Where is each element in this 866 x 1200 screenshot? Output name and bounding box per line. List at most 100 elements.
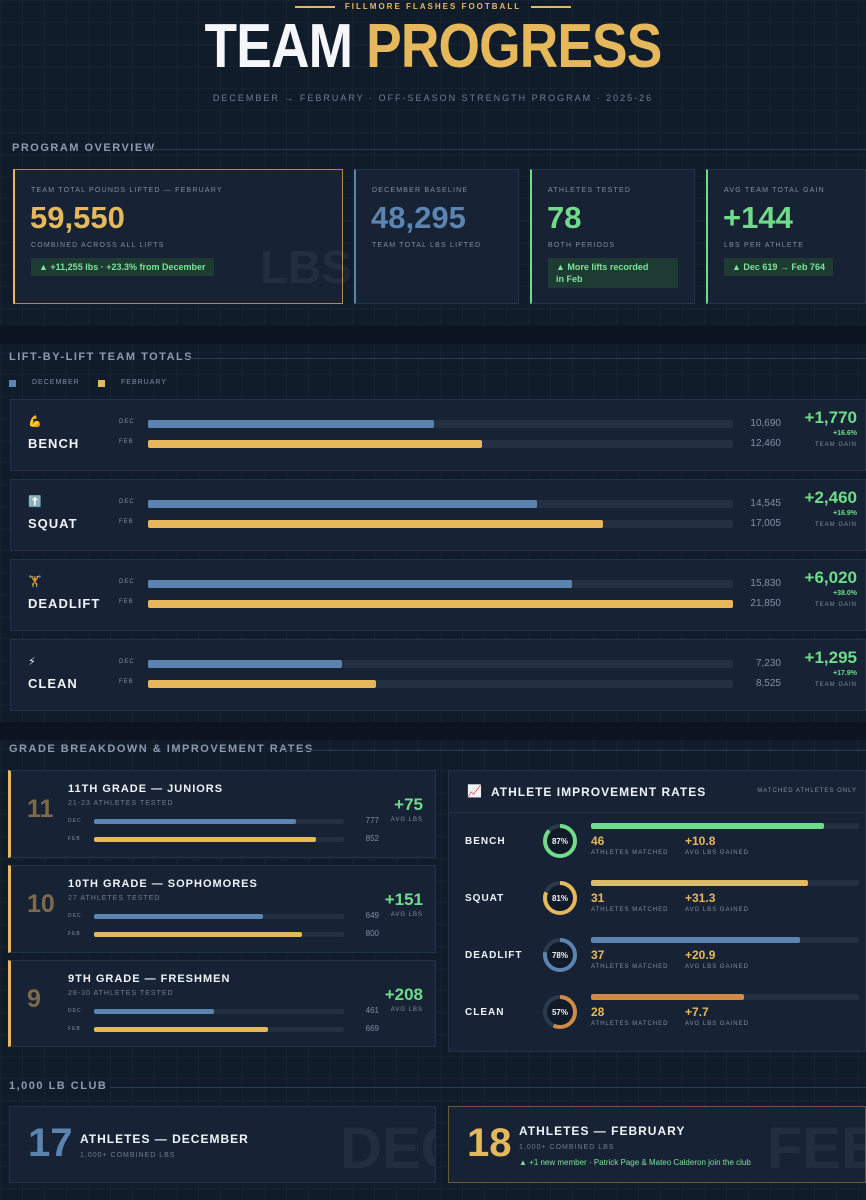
legend-feb-label: FEBRUARY bbox=[121, 379, 167, 386]
section-band bbox=[0, 326, 866, 344]
team-gain-value: +1,770 bbox=[804, 408, 857, 427]
lift-name: CLEAN bbox=[28, 676, 78, 691]
card-label: TEAM TOTAL POUNDS LIFTED — FEBRUARY bbox=[31, 187, 223, 194]
improvement-row-bench: BENCH 87% 46 +10.8 ATHLETES MATCHED AVG LBS G… bbox=[449, 817, 865, 874]
athletes-matched-value: 31 bbox=[591, 891, 605, 905]
grade-athletes: 27 ATHLETES TESTED bbox=[68, 895, 161, 902]
dec-bar bbox=[148, 580, 572, 588]
dec-value: 7,230 bbox=[755, 658, 781, 669]
feb-bar bbox=[148, 600, 733, 608]
grade-card-9: 9 9TH GRADE — FRESHMEN 28-30 ATHLETES TEST… bbox=[8, 960, 436, 1047]
feb-value: 8,525 bbox=[755, 678, 781, 689]
avg-gain-value: +208 bbox=[384, 985, 423, 1004]
club-card-february: FEB 18 ATHLETES — FEBRUARY 1,000+ COMBIN… bbox=[448, 1106, 866, 1183]
page-header: FILLMORE FLASHES FOOTBALL TEAM PROGRESS … bbox=[0, 0, 866, 120]
feb-tag: FEB bbox=[119, 439, 134, 445]
card-pill: ▲ +11,255 lbs · +23.3% from December bbox=[31, 258, 214, 276]
avg-gain-value: +151 bbox=[384, 890, 423, 909]
card-value: 48,295 bbox=[371, 200, 466, 235]
avg-gain-value: +75 bbox=[394, 795, 423, 814]
title-gold: PROGRESS bbox=[366, 12, 662, 81]
team-gain-pct: +16.9% bbox=[833, 510, 857, 517]
ring-pct: 87% bbox=[552, 837, 568, 846]
watermark-lbs: LBS bbox=[260, 241, 352, 293]
club-dec-sub: 1,000+ COMBINED LBS bbox=[80, 1152, 176, 1159]
improvement-panel: 📈 ATHLETE IMPROVEMENT RATES MATCHED ATHL… bbox=[448, 770, 866, 1052]
club-divider bbox=[110, 1087, 866, 1088]
dec-bar-track bbox=[148, 500, 733, 508]
improvement-bar-track bbox=[591, 994, 859, 1000]
lift-name: SQUAT bbox=[465, 893, 505, 904]
team-gain-value: +1,295 bbox=[804, 648, 857, 667]
club-dec-title: ATHLETES — DECEMBER bbox=[80, 1132, 249, 1146]
feb-tag: FEB bbox=[68, 931, 81, 937]
feb-value: 21,850 bbox=[750, 598, 781, 609]
avg-gain-label: AVG LBS bbox=[390, 912, 423, 918]
legend-dec-swatch bbox=[9, 380, 16, 387]
card-dec-baseline: DECEMBER BASELINE 48,295 TEAM TOTAL LBS … bbox=[354, 169, 519, 304]
club-section-title: 1,000 LB CLUB bbox=[9, 1080, 108, 1092]
ring-fill bbox=[543, 881, 577, 915]
org-name: FILLMORE FLASHES FOOTBALL bbox=[0, 2, 866, 11]
card-sub: TEAM TOTAL LBS LIFTED bbox=[372, 242, 482, 249]
dec-bar bbox=[148, 500, 538, 508]
chart-icon: 📈 bbox=[467, 784, 482, 798]
dec-value: 15,830 bbox=[750, 578, 781, 589]
club-feb-title: ATHLETES — FEBRUARY bbox=[519, 1124, 686, 1138]
dec-bar-track bbox=[148, 660, 733, 668]
pill-line-2: in Feb bbox=[556, 274, 583, 284]
team-gain-pct: +38.0% bbox=[833, 590, 857, 597]
grade-card-10: 10 10TH GRADE — SOPHOMORES 27 ATHLETES TES… bbox=[8, 865, 436, 953]
feb-bar bbox=[94, 932, 303, 937]
dec-bar bbox=[94, 1009, 215, 1014]
ring-fill bbox=[543, 995, 577, 1029]
dec-value: 461 bbox=[365, 1006, 379, 1015]
dec-bar bbox=[148, 420, 435, 428]
improvement-row-clean: CLEAN 57% 28 +7.7 ATHLETES MATCHED AVG LBS GA… bbox=[449, 988, 865, 1045]
feb-tag: FEB bbox=[119, 679, 134, 685]
team-gain-pct: +17.9% bbox=[833, 670, 857, 677]
grade-name: 11TH GRADE — JUNIORS bbox=[68, 783, 224, 795]
improvement-ring: 81% bbox=[543, 881, 577, 915]
lift-row-squat: ⬆️ SQUAT DEC FEB 14,545 17,005 +2,460 +16.9% TEA… bbox=[10, 479, 866, 551]
card-label: ATHLETES TESTED bbox=[548, 187, 632, 194]
feb-bar-track bbox=[148, 440, 733, 448]
improvement-bar-track bbox=[591, 823, 859, 829]
improvement-row-squat: SQUAT 81% 31 +31.3 ATHLETES MATCHED AVG LBS G… bbox=[449, 874, 865, 931]
feb-value: 852 bbox=[365, 834, 379, 843]
feb-bar-track bbox=[148, 520, 733, 528]
lift-name: DEADLIFT bbox=[28, 596, 101, 611]
avg-lbs-gained-label: AVG LBS GAINED bbox=[685, 1021, 749, 1027]
card-value: +144 bbox=[723, 200, 793, 235]
feb-bar bbox=[148, 520, 604, 528]
feb-bar-track bbox=[148, 680, 733, 688]
grade-athletes: 21-23 ATHLETES TESTED bbox=[68, 800, 174, 807]
team-gain-pct: +16.6% bbox=[833, 430, 857, 437]
lift-row-clean: ⚡ CLEAN DEC FEB 7,230 8,525 +1,295 +17.9% TEAM G… bbox=[10, 639, 866, 711]
grade-name: 9TH GRADE — FRESHMEN bbox=[68, 973, 231, 985]
feb-bar bbox=[148, 440, 482, 448]
lift-name: SQUAT bbox=[28, 516, 78, 531]
feb-bar-track bbox=[94, 1027, 344, 1032]
dec-tag: DEC bbox=[68, 913, 82, 919]
dec-bar-track bbox=[94, 819, 344, 824]
card-avg-gain: AVG TEAM TOTAL GAIN +144 LBS PER ATHLETE… bbox=[706, 169, 866, 304]
avg-lbs-gained-label: AVG LBS GAINED bbox=[685, 964, 749, 970]
feb-tag: FEB bbox=[68, 1026, 81, 1032]
club-feb-sub: 1,000+ COMBINED LBS bbox=[519, 1144, 615, 1151]
improvement-bar bbox=[591, 937, 801, 943]
dec-bar-track bbox=[148, 420, 733, 428]
avg-lbs-gained-label: AVG LBS GAINED bbox=[685, 907, 749, 913]
lift-row-deadlift: 🏋 DEADLIFT DEC FEB 15,830 21,850 +6,020 +38.0% T… bbox=[10, 559, 866, 631]
card-value: 78 bbox=[547, 200, 582, 235]
overview-section-title: PROGRAM OVERVIEW bbox=[12, 142, 156, 154]
improvement-title: ATHLETE IMPROVEMENT RATES bbox=[491, 785, 707, 799]
athletes-matched-value: 37 bbox=[591, 948, 605, 962]
legend-feb-swatch bbox=[98, 380, 105, 387]
lifts-section-title: LIFT-BY-LIFT TEAM TOTALS bbox=[9, 351, 194, 363]
lift-icon: 🏋 bbox=[28, 576, 42, 588]
grades-section-title: GRADE BREAKDOWN & IMPROVEMENT RATES bbox=[9, 743, 314, 755]
grade-number: 9 bbox=[27, 985, 41, 1013]
grade-number: 10 bbox=[27, 890, 55, 918]
ring-fill bbox=[543, 938, 577, 972]
